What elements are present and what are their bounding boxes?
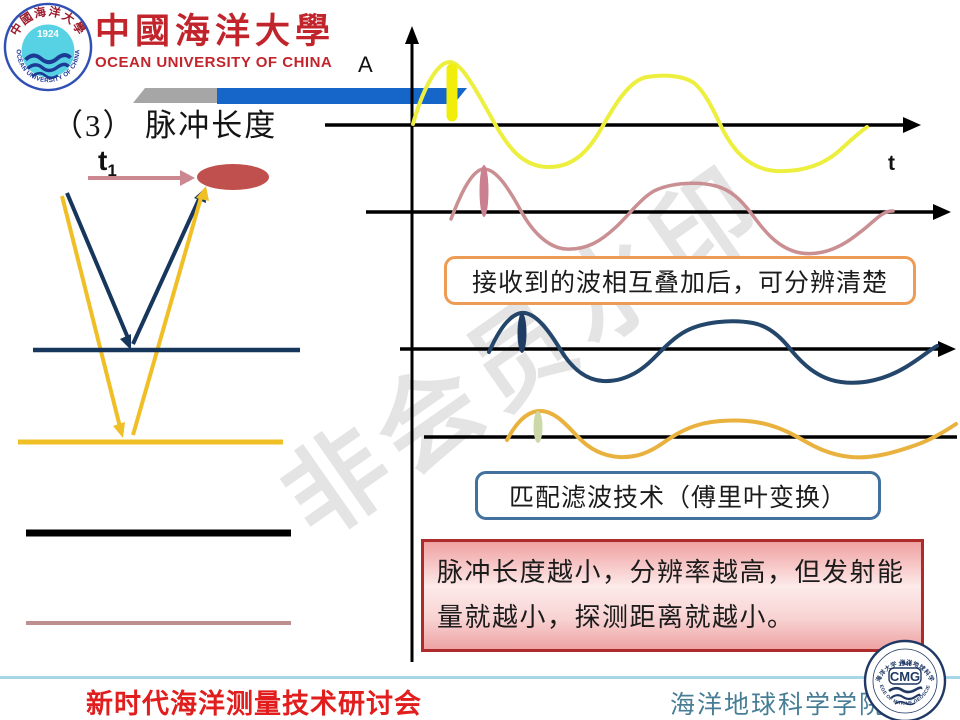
amplitude-axis-arrowhead-icon	[405, 26, 419, 44]
callout-matched-filter: 匹配滤波技术（傅里叶变换）	[475, 471, 881, 520]
time-axis-2-arrowhead-icon	[933, 204, 951, 220]
callout-superposition-text: 接收到的波相互叠加后，可分辨清楚	[471, 269, 888, 297]
reflected-ray-yellow-arrowhead-icon	[196, 186, 209, 201]
university-badge: 中國海洋大學 OCEAN UNIVERSITY OF CHINA 1924	[3, 2, 93, 92]
time-axis-label: t	[888, 152, 895, 175]
cmg-label-outline	[888, 667, 922, 685]
wave-orange	[505, 408, 958, 460]
pulse-marker-navy	[517, 313, 527, 353]
badge-wave-icon	[31, 71, 59, 80]
wave-navy	[487, 310, 939, 385]
conclusion-line-2: 量就越小，探测距离就越小。	[437, 603, 795, 632]
time-axis-1-arrowhead-icon	[903, 117, 921, 133]
reflected-ray-navy	[131, 196, 202, 345]
callout-matched-filter-text: 匹配滤波技术（傅里叶变换）	[508, 484, 847, 512]
pulse-marker-green	[533, 411, 543, 443]
t1-label: t1	[98, 145, 117, 180]
reflected-ray-yellow	[131, 193, 204, 436]
cmg-college-logo: 中国海洋大学 海洋地球科学学院 COLLEGE OF MARINE GEOSCI…	[862, 638, 947, 720]
callout-conclusion: 脉冲长度越小，分辨率越高，但发射能 量就越小，探测距离就越小。	[421, 539, 924, 652]
incident-ray-yellow-arrowhead-icon	[113, 422, 125, 438]
incident-ray-arrowhead-icon	[120, 334, 131, 350]
university-logo-block: 中國海洋大學 OCEAN UNIVERSITY OF CHINA	[95, 12, 335, 71]
university-name-cn: 中國海洋大學	[95, 12, 336, 51]
incident-ray-yellow	[60, 195, 122, 428]
title-decor-blue-bar	[217, 88, 467, 104]
wave-yellow	[411, 59, 869, 174]
wave-pink	[449, 167, 895, 256]
university-name-en: OCEAN UNIVERSITY OF CHINA	[95, 54, 333, 71]
cmg-year: 1946	[898, 662, 912, 668]
t1-arrowhead-icon	[180, 170, 195, 186]
footer-divider	[0, 676, 960, 679]
incident-ray-navy	[65, 192, 130, 339]
conclusion-line-1: 脉冲长度越小，分辨率越高，但发射能	[437, 558, 905, 587]
footer-college-name: 海洋地球科学学院	[670, 692, 887, 719]
cmg-wave-icon	[888, 686, 923, 694]
badge-wave-icon	[26, 62, 70, 73]
badge-year: 1924	[37, 29, 59, 40]
cmg-inner-ring	[872, 648, 938, 714]
title-decor-gray-bar	[133, 88, 217, 103]
amplitude-axis-label: A	[358, 52, 373, 77]
cmg-outer-ring	[863, 639, 947, 720]
cmg-wave-icon	[894, 700, 916, 706]
footer-conference-title: 新时代海洋测量技术研讨会	[86, 689, 422, 719]
callout-superposition: 接收到的波相互叠加后，可分辨清楚	[444, 256, 916, 305]
time-axis-3-arrowhead-icon	[938, 341, 956, 357]
page-title: （3） 脉冲长度	[52, 108, 278, 143]
pulse-marker-pink	[479, 165, 489, 217]
cmg-label: CMG	[890, 669, 920, 684]
cmg-wave-icon	[890, 693, 921, 701]
target-ellipse	[197, 164, 269, 190]
badge-wave-icon	[24, 53, 72, 65]
